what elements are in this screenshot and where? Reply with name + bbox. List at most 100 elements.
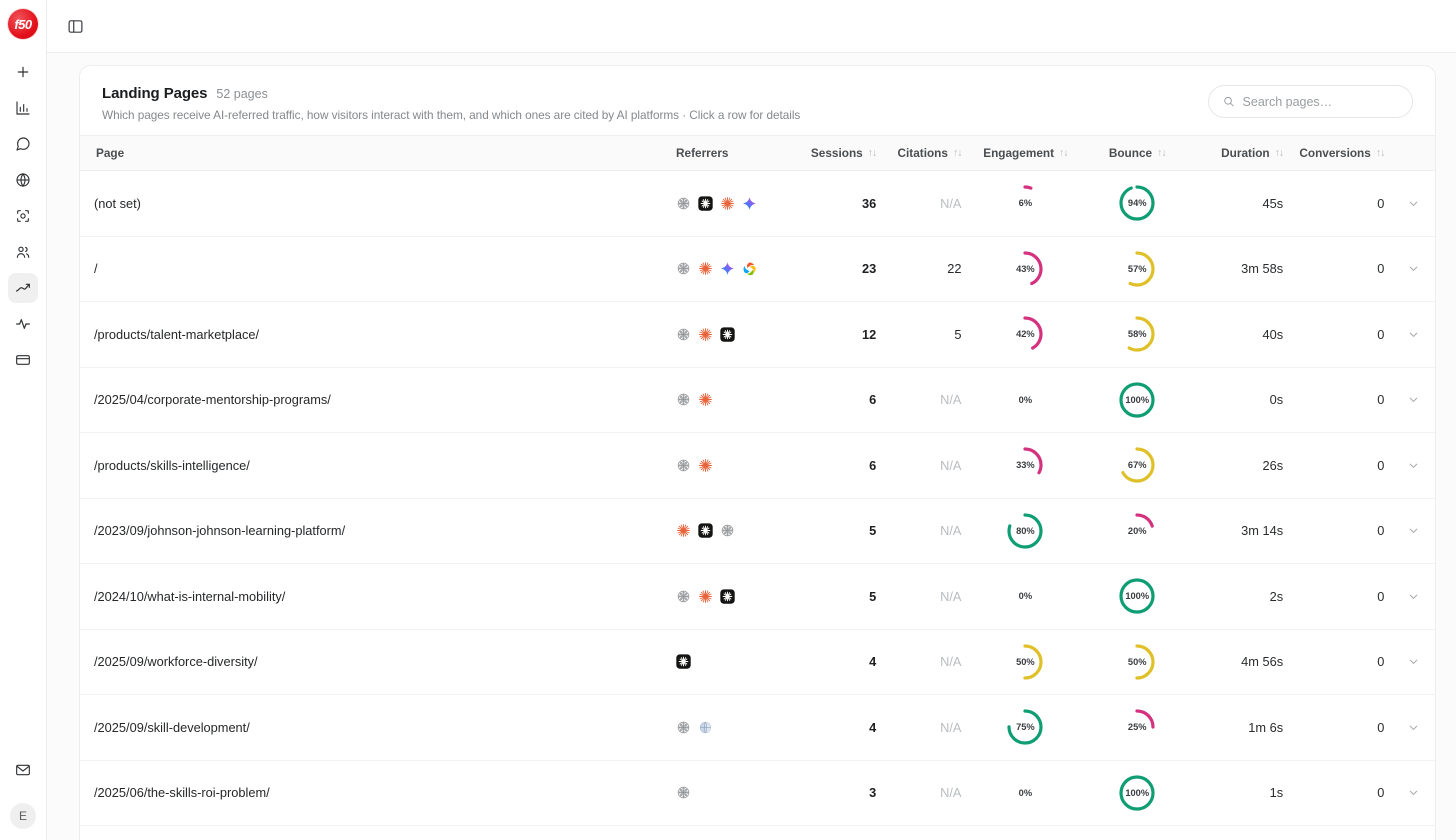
sidebar-item-billing[interactable] bbox=[8, 345, 38, 375]
cell-expand[interactable] bbox=[1392, 498, 1435, 564]
cell-expand[interactable] bbox=[1392, 301, 1435, 368]
bounce-donut: 25% bbox=[1118, 708, 1156, 746]
bounce-value: 25% bbox=[1127, 722, 1147, 733]
sort-icon-sessions[interactable]: ↑↓ bbox=[867, 146, 877, 159]
table-row[interactable]: /2025/09/skill-development/4 N/A 75% 25% 1m … bbox=[80, 694, 1435, 761]
column-header-sessions[interactable]: Sessions ↑↓ bbox=[788, 135, 885, 171]
cell-conversions: 0 bbox=[1291, 432, 1393, 499]
referrer-icon-bing bbox=[699, 721, 712, 733]
search-box[interactable] bbox=[1208, 85, 1413, 118]
sidebar-item-sites[interactable] bbox=[8, 165, 38, 195]
bounce-cell: 50% bbox=[1089, 643, 1185, 681]
table-row[interactable]: (not set) 36 N/A 6% 94% 45s 0 bbox=[80, 170, 1435, 237]
column-header-engagement[interactable]: Engagement ↑↓ bbox=[969, 135, 1082, 171]
panel-left-toggle-button[interactable] bbox=[61, 12, 89, 40]
referrer-icon-chatgpt bbox=[677, 459, 690, 471]
chevron-down-icon[interactable] bbox=[1400, 590, 1427, 603]
cell-sessions: 6 bbox=[788, 367, 885, 433]
bounce-donut: 57% bbox=[1118, 250, 1156, 288]
chevron-down-icon[interactable] bbox=[1400, 328, 1427, 341]
column-header-duration[interactable]: Duration ↑↓ bbox=[1193, 135, 1292, 171]
chevron-down-icon[interactable] bbox=[1400, 655, 1427, 668]
landing-pages-card: Landing Pages 52 pages Which pages recei… bbox=[79, 65, 1436, 840]
cell-expand[interactable] bbox=[1392, 760, 1435, 826]
cell-expand[interactable] bbox=[1392, 629, 1435, 695]
column-header-bounce[interactable]: Bounce ↑↓ bbox=[1081, 135, 1194, 171]
cell-bounce: 100% bbox=[1081, 760, 1194, 826]
column-header-conversions[interactable]: Conversions ↑↓ bbox=[1291, 135, 1393, 171]
referrer-icon-chatgpt bbox=[677, 328, 690, 340]
sidebar-item-activity[interactable] bbox=[8, 309, 38, 339]
sidebar-item-monitor[interactable] bbox=[8, 201, 38, 231]
cell-expand[interactable] bbox=[1392, 367, 1435, 433]
cell-bounce: 100% bbox=[1081, 367, 1194, 433]
sort-icon-engagement[interactable]: ↑↓ bbox=[1059, 146, 1068, 159]
sidebar-item-add[interactable] bbox=[8, 57, 38, 87]
cell-duration: 1s bbox=[1193, 760, 1292, 826]
chevron-down-icon[interactable] bbox=[1400, 262, 1427, 275]
cell-expand[interactable] bbox=[1392, 236, 1435, 302]
referrer-icon-gemini bbox=[742, 196, 757, 210]
engagement-donut: 33% bbox=[1006, 446, 1044, 484]
sidebar-item-trends[interactable] bbox=[8, 273, 38, 303]
cell-bounce: 67% bbox=[1081, 432, 1194, 499]
sidebar-item-audience[interactable] bbox=[8, 237, 38, 267]
bounce-value: 50% bbox=[1127, 656, 1147, 667]
column-header-citations[interactable]: Citations ↑↓ bbox=[884, 135, 970, 171]
sort-icon-citations[interactable]: ↑↓ bbox=[952, 146, 962, 159]
cell-engagement: 0% bbox=[969, 367, 1082, 433]
bounce-ring-icon bbox=[1119, 447, 1155, 483]
engagement-value: 50% bbox=[1016, 656, 1035, 667]
bounce-value: 100% bbox=[1125, 591, 1150, 602]
table-row[interactable]: /2025/09/workforce-diversity/4 N/A 50% 50% 4… bbox=[80, 629, 1435, 695]
sidebar-item-analytics[interactable] bbox=[8, 93, 38, 123]
chevron-down-icon[interactable] bbox=[1400, 197, 1427, 210]
search-input[interactable] bbox=[1242, 94, 1398, 109]
envelope-icon bbox=[16, 764, 30, 776]
cell-expand[interactable] bbox=[1392, 694, 1435, 761]
chevron-down-icon[interactable] bbox=[1400, 524, 1427, 537]
table-row[interactable]: /products/skills-intelligence/6 N/A 33% 67%… bbox=[80, 432, 1435, 499]
engagement-cell: 50% bbox=[977, 643, 1073, 681]
app-logo[interactable]: f50 bbox=[8, 9, 38, 39]
cell-page: /2024/10/what-is-internal-mobility/ bbox=[80, 563, 669, 630]
cell-expand[interactable] bbox=[1392, 170, 1435, 237]
cell-conversions: 0 bbox=[1291, 236, 1393, 302]
sidebar-item-messages[interactable] bbox=[8, 129, 38, 159]
chevron-down-icon[interactable] bbox=[1400, 721, 1427, 734]
cell-sessions: 3 bbox=[788, 760, 885, 826]
sort-icon-conversions[interactable]: ↑↓ bbox=[1375, 146, 1385, 159]
engagement-cell: 6% bbox=[977, 184, 1073, 222]
bounce-ring-icon bbox=[1119, 185, 1155, 221]
chevron-down-icon[interactable] bbox=[1400, 393, 1427, 406]
cell-expand[interactable] bbox=[1392, 563, 1435, 630]
referrer-icon-copilot bbox=[743, 262, 756, 276]
bounce-cell: 25% bbox=[1089, 708, 1185, 746]
table-row[interactable]: / 23 22 43% 57% 3m 58s 0 bbox=[80, 236, 1435, 302]
bounce-value: 94% bbox=[1127, 198, 1147, 209]
table-row[interactable]: /2025/04/corporate-mentorship-programs/6… bbox=[80, 367, 1435, 433]
table-row[interactable]: /products/talent-marketplace/12 5 42% 58% 40… bbox=[80, 301, 1435, 368]
sidebar-item-inbox[interactable] bbox=[8, 755, 38, 785]
bounce-donut: 58% bbox=[1118, 315, 1156, 353]
engagement-donut: 43% bbox=[1006, 250, 1044, 288]
bounce-ring-icon bbox=[1119, 709, 1155, 745]
sort-icon-bounce[interactable]: ↑↓ bbox=[1157, 146, 1166, 159]
cell-citations: N/A bbox=[884, 170, 970, 237]
chevron-down-icon[interactable] bbox=[1400, 786, 1427, 799]
table-row[interactable]: /2025/06/the-skills-roi-problem/3 N/A 0% 10… bbox=[80, 760, 1435, 826]
referrer-list bbox=[676, 523, 780, 538]
engagement-value: 75% bbox=[1016, 722, 1035, 733]
referrer-list bbox=[676, 327, 780, 342]
chevron-down-icon[interactable] bbox=[1400, 459, 1427, 472]
cell-duration: 26s bbox=[1193, 432, 1292, 499]
cell-expand[interactable] bbox=[1392, 432, 1435, 499]
cell-referrers bbox=[668, 170, 789, 237]
sort-icon-duration[interactable]: ↑↓ bbox=[1274, 146, 1284, 159]
table-row[interactable]: /2023/09/johnson-johnson-learning-platfo… bbox=[80, 498, 1435, 564]
trending-up-icon bbox=[16, 283, 30, 292]
cell-page: /products/talent-marketplace/ bbox=[80, 301, 669, 368]
table-row[interactable]: /2024/10/what-is-internal-mobility/5 N/A 0… bbox=[80, 563, 1435, 630]
avatar[interactable]: E bbox=[10, 803, 36, 829]
cell-duration: 40s bbox=[1193, 301, 1292, 368]
